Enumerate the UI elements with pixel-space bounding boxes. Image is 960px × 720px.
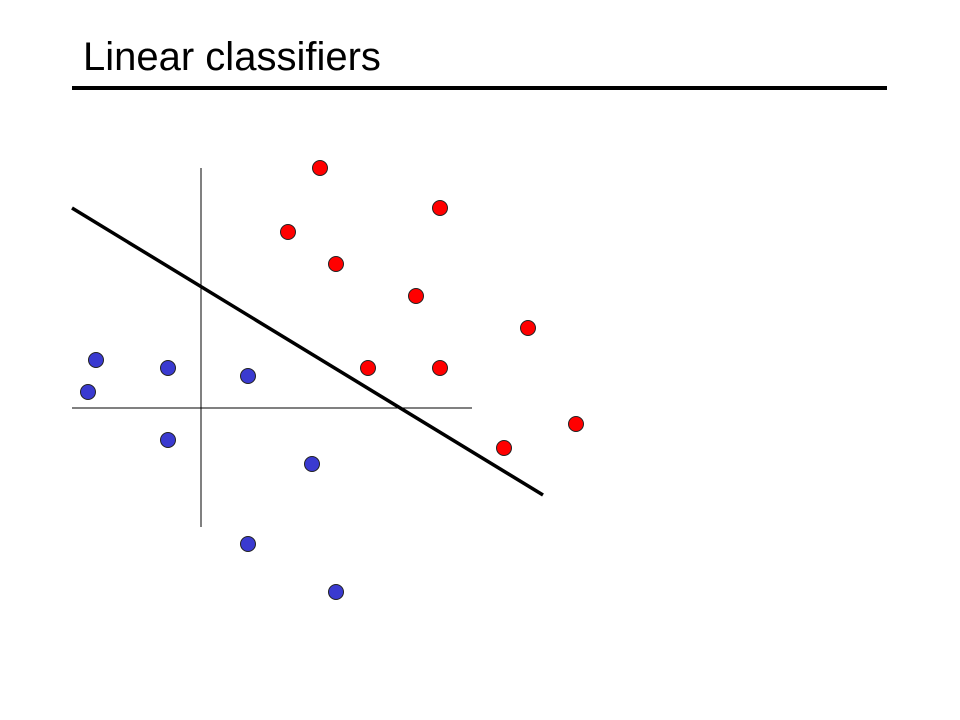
blue-point — [88, 352, 104, 368]
red-point — [408, 288, 424, 304]
blue-point — [80, 384, 96, 400]
slide-title: Linear classifiers — [83, 35, 381, 79]
blue-point — [328, 584, 344, 600]
decision-boundary — [71, 206, 544, 497]
red-point — [432, 200, 448, 216]
blue-point — [160, 360, 176, 376]
red-point — [432, 360, 448, 376]
blue-point — [240, 536, 256, 552]
red-point — [520, 320, 536, 336]
blue-point — [304, 456, 320, 472]
red-point — [328, 256, 344, 272]
red-point — [496, 440, 512, 456]
red-point — [280, 224, 296, 240]
red-point — [568, 416, 584, 432]
blue-point — [160, 432, 176, 448]
red-point — [312, 160, 328, 176]
blue-point — [240, 368, 256, 384]
blue-points — [80, 352, 344, 600]
red-point — [360, 360, 376, 376]
red-points — [280, 160, 584, 456]
